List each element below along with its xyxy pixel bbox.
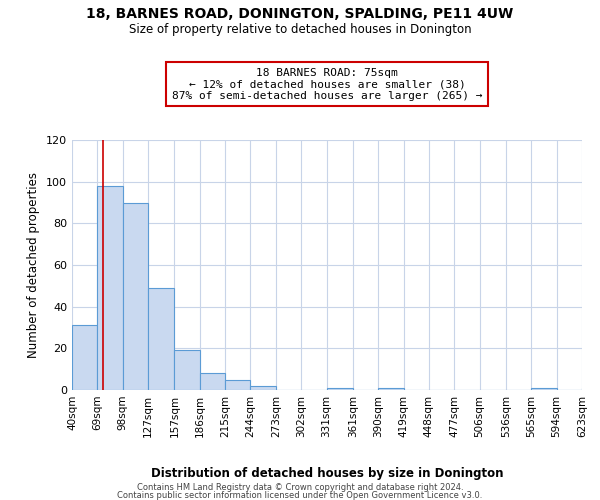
Text: Contains HM Land Registry data © Crown copyright and database right 2024.: Contains HM Land Registry data © Crown c…: [137, 483, 463, 492]
Bar: [148, 288, 175, 390]
Bar: [582, 388, 600, 390]
Bar: [250, 386, 276, 390]
Text: Size of property relative to detached houses in Donington: Size of property relative to detached ho…: [128, 22, 472, 36]
Text: 18, BARNES ROAD, DONINGTON, SPALDING, PE11 4UW: 18, BARNES ROAD, DONINGTON, SPALDING, PE…: [86, 8, 514, 22]
Text: Distribution of detached houses by size in Donington: Distribution of detached houses by size …: [151, 467, 503, 480]
Bar: [378, 388, 404, 390]
Bar: [72, 326, 97, 390]
Bar: [326, 388, 353, 390]
Bar: [531, 388, 557, 390]
Bar: [123, 202, 148, 390]
Bar: [97, 186, 123, 390]
Y-axis label: Number of detached properties: Number of detached properties: [28, 172, 40, 358]
Text: Contains public sector information licensed under the Open Government Licence v3: Contains public sector information licen…: [118, 490, 482, 500]
Bar: [225, 380, 250, 390]
Bar: [175, 350, 200, 390]
Bar: [200, 374, 225, 390]
Text: 18 BARNES ROAD: 75sqm
← 12% of detached houses are smaller (38)
87% of semi-deta: 18 BARNES ROAD: 75sqm ← 12% of detached …: [172, 68, 482, 100]
